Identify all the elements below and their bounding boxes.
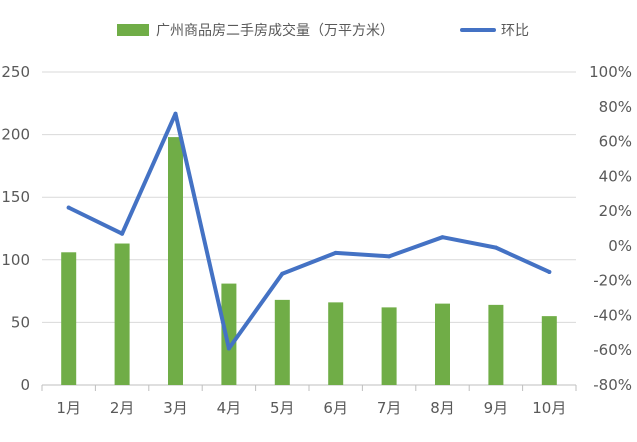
legend-bar-swatch — [117, 24, 149, 36]
y-right-tick-label: 60% — [599, 133, 632, 151]
line-series — [66, 111, 552, 351]
line-point — [173, 111, 178, 116]
tick-labels: 0 50 100 150 200 250 -80% -60% -40% -20% 0% 20% 40% 6… — [1, 63, 632, 417]
y-right-tick-label: -40% — [593, 306, 632, 324]
x-tick-label: 3月 — [163, 399, 188, 417]
bar — [221, 283, 237, 385]
line-point — [226, 346, 231, 351]
y-right-tick-label: 100% — [589, 63, 632, 81]
bar-series — [61, 137, 557, 385]
y-right-tick-label: -80% — [593, 376, 632, 394]
bar — [488, 304, 504, 385]
line-series-path — [66, 111, 552, 351]
bar — [114, 243, 130, 385]
bar — [328, 302, 344, 385]
bar — [274, 299, 290, 385]
line-point — [120, 231, 125, 236]
x-tick-label: 1月 — [56, 399, 81, 417]
line-point — [547, 269, 552, 274]
y-left-tick-label: 50 — [11, 313, 30, 331]
line-point — [333, 250, 338, 255]
y-right-tick-label: 80% — [599, 98, 632, 116]
y-left-tick-label: 0 — [20, 376, 30, 394]
y-left-tick-label: 100 — [1, 251, 30, 269]
bar — [168, 137, 183, 385]
line-point — [440, 235, 445, 240]
y-right-tick-label: -20% — [593, 272, 632, 290]
legend-line-label: 环比 — [501, 23, 529, 39]
bar — [61, 252, 77, 385]
axes — [41, 384, 577, 391]
y-left-tick-label: 200 — [1, 126, 30, 144]
line-point — [66, 205, 71, 210]
x-tick-label: 8月 — [430, 399, 455, 417]
line-point — [280, 271, 285, 276]
y-right-tick-label: 40% — [599, 167, 632, 185]
x-tick-label: 5月 — [270, 399, 295, 417]
legend: 广州商品房二手房成交量（万平方米） 环比 — [117, 22, 529, 39]
x-tick-label: 10月 — [532, 399, 566, 417]
line-point — [387, 254, 392, 259]
gridlines — [42, 71, 576, 323]
line-point — [493, 245, 498, 250]
y-right-tick-label: 20% — [599, 202, 632, 220]
y-left-tick-label: 250 — [1, 63, 30, 81]
y-right-tick-label: -60% — [593, 341, 632, 359]
y-right-tick-label: 0% — [608, 237, 632, 255]
x-tick-label: 4月 — [217, 399, 242, 417]
bar — [381, 307, 397, 385]
x-tick-label: 7月 — [377, 399, 402, 417]
bar — [435, 303, 450, 385]
y-left-tick-label: 150 — [1, 188, 30, 206]
x-tick-label: 6月 — [323, 399, 348, 417]
legend-bar-label: 广州商品房二手房成交量（万平方米） — [156, 22, 394, 39]
x-tick-label: 2月 — [110, 399, 135, 417]
bar — [541, 316, 557, 385]
x-tick-label: 9月 — [484, 399, 509, 417]
